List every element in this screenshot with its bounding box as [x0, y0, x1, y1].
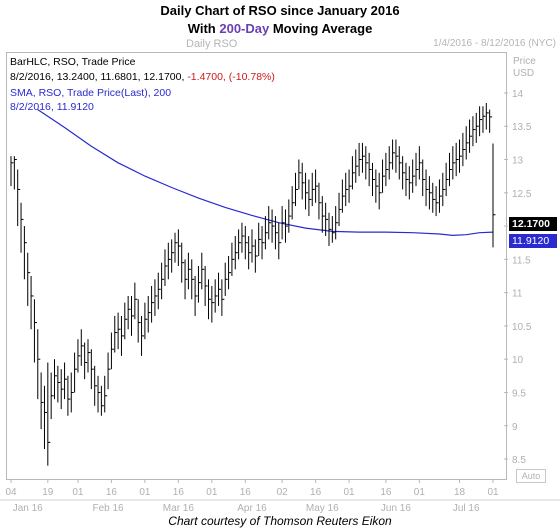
- y-tick-label: 12.5: [512, 189, 532, 200]
- sma-200-line: [37, 109, 494, 237]
- chart-credit: Chart courtesy of Thomson Reuters Eikon: [168, 514, 392, 528]
- x-tick-label: 01: [206, 487, 218, 498]
- y-axis-header-currency: USD: [513, 68, 535, 79]
- chart-subtitle: With 200-Day Moving Average: [0, 21, 560, 36]
- plot-area[interactable]: [6, 52, 507, 480]
- x-tick-label: 01: [344, 487, 356, 498]
- x-tick-label: 16: [173, 487, 185, 498]
- x-tick-label: 19: [42, 487, 54, 498]
- legend-change: -1.4700, (-10.78%): [187, 71, 275, 83]
- y-tick-label: 13: [512, 156, 524, 167]
- x-tick-label: 01: [414, 487, 426, 498]
- chart-title: Daily Chart of RSO since January 2016: [160, 3, 400, 18]
- x-month-label: Feb 16: [92, 503, 124, 514]
- y-tick-label: 10: [512, 355, 524, 366]
- y-tick-label: 11: [512, 289, 523, 300]
- x-tick-label: 16: [380, 487, 392, 498]
- x-tick-label: 16: [106, 487, 118, 498]
- last-price-label: 12.1700: [509, 217, 557, 231]
- legend-ohlc: 8/2/2016, 13.2400, 11.6801, 12.1700,: [10, 71, 185, 83]
- x-tick-label: 04: [5, 487, 17, 498]
- y-axis-header: Price USD: [513, 56, 536, 80]
- subtitle-highlight: 200-Day: [219, 21, 270, 36]
- x-tick-label: 16: [240, 487, 252, 498]
- legend-series-name: BarHLC, RSO, Trade Price: [10, 56, 136, 68]
- x-month-label: Jun 16: [381, 503, 411, 514]
- y-tick-label: 14: [512, 89, 524, 100]
- y-tick-label: 9.5: [512, 388, 526, 399]
- legend-sma-value: 8/2/2016, 11.9120: [10, 101, 94, 113]
- y-axis-header-price: Price: [513, 56, 536, 67]
- x-month-label: May 16: [306, 503, 339, 514]
- x-tick-label: 16: [310, 487, 322, 498]
- y-tick-label: 8.5: [512, 455, 526, 466]
- x-tick-label: 02: [277, 487, 289, 498]
- x-tick-label: 01: [72, 487, 84, 498]
- y-tick-label: 10.5: [512, 322, 532, 333]
- subtitle-prefix: With: [187, 21, 220, 36]
- sma-value-label: 11.9120: [509, 234, 557, 248]
- auto-scale-button[interactable]: Auto: [516, 469, 546, 483]
- legend-values: 8/2/2016, 13.2400, 11.6801, 12.1700, -1.…: [10, 71, 275, 84]
- x-tick-label: 01: [139, 487, 151, 498]
- x-month-label: Mar 16: [163, 503, 195, 514]
- x-tick-label: 18: [454, 487, 466, 498]
- y-tick-label: 11.5: [512, 255, 531, 266]
- legend-sma-name: SMA, RSO, Trade Price(Last), 200: [10, 87, 172, 99]
- x-tick-label: 01: [487, 487, 499, 498]
- subtitle-suffix: Moving Average: [269, 21, 373, 36]
- date-range: 1/4/2016 - 8/12/2016 (NYC): [433, 38, 556, 49]
- x-month-label: Jul 16: [453, 503, 480, 514]
- y-tick-label: 13.5: [512, 122, 532, 133]
- x-month-label: Apr 16: [237, 503, 267, 514]
- y-tick-label: 9: [512, 422, 518, 433]
- x-month-label: Jan 16: [13, 503, 43, 514]
- chart-name: Daily RSO: [186, 38, 238, 50]
